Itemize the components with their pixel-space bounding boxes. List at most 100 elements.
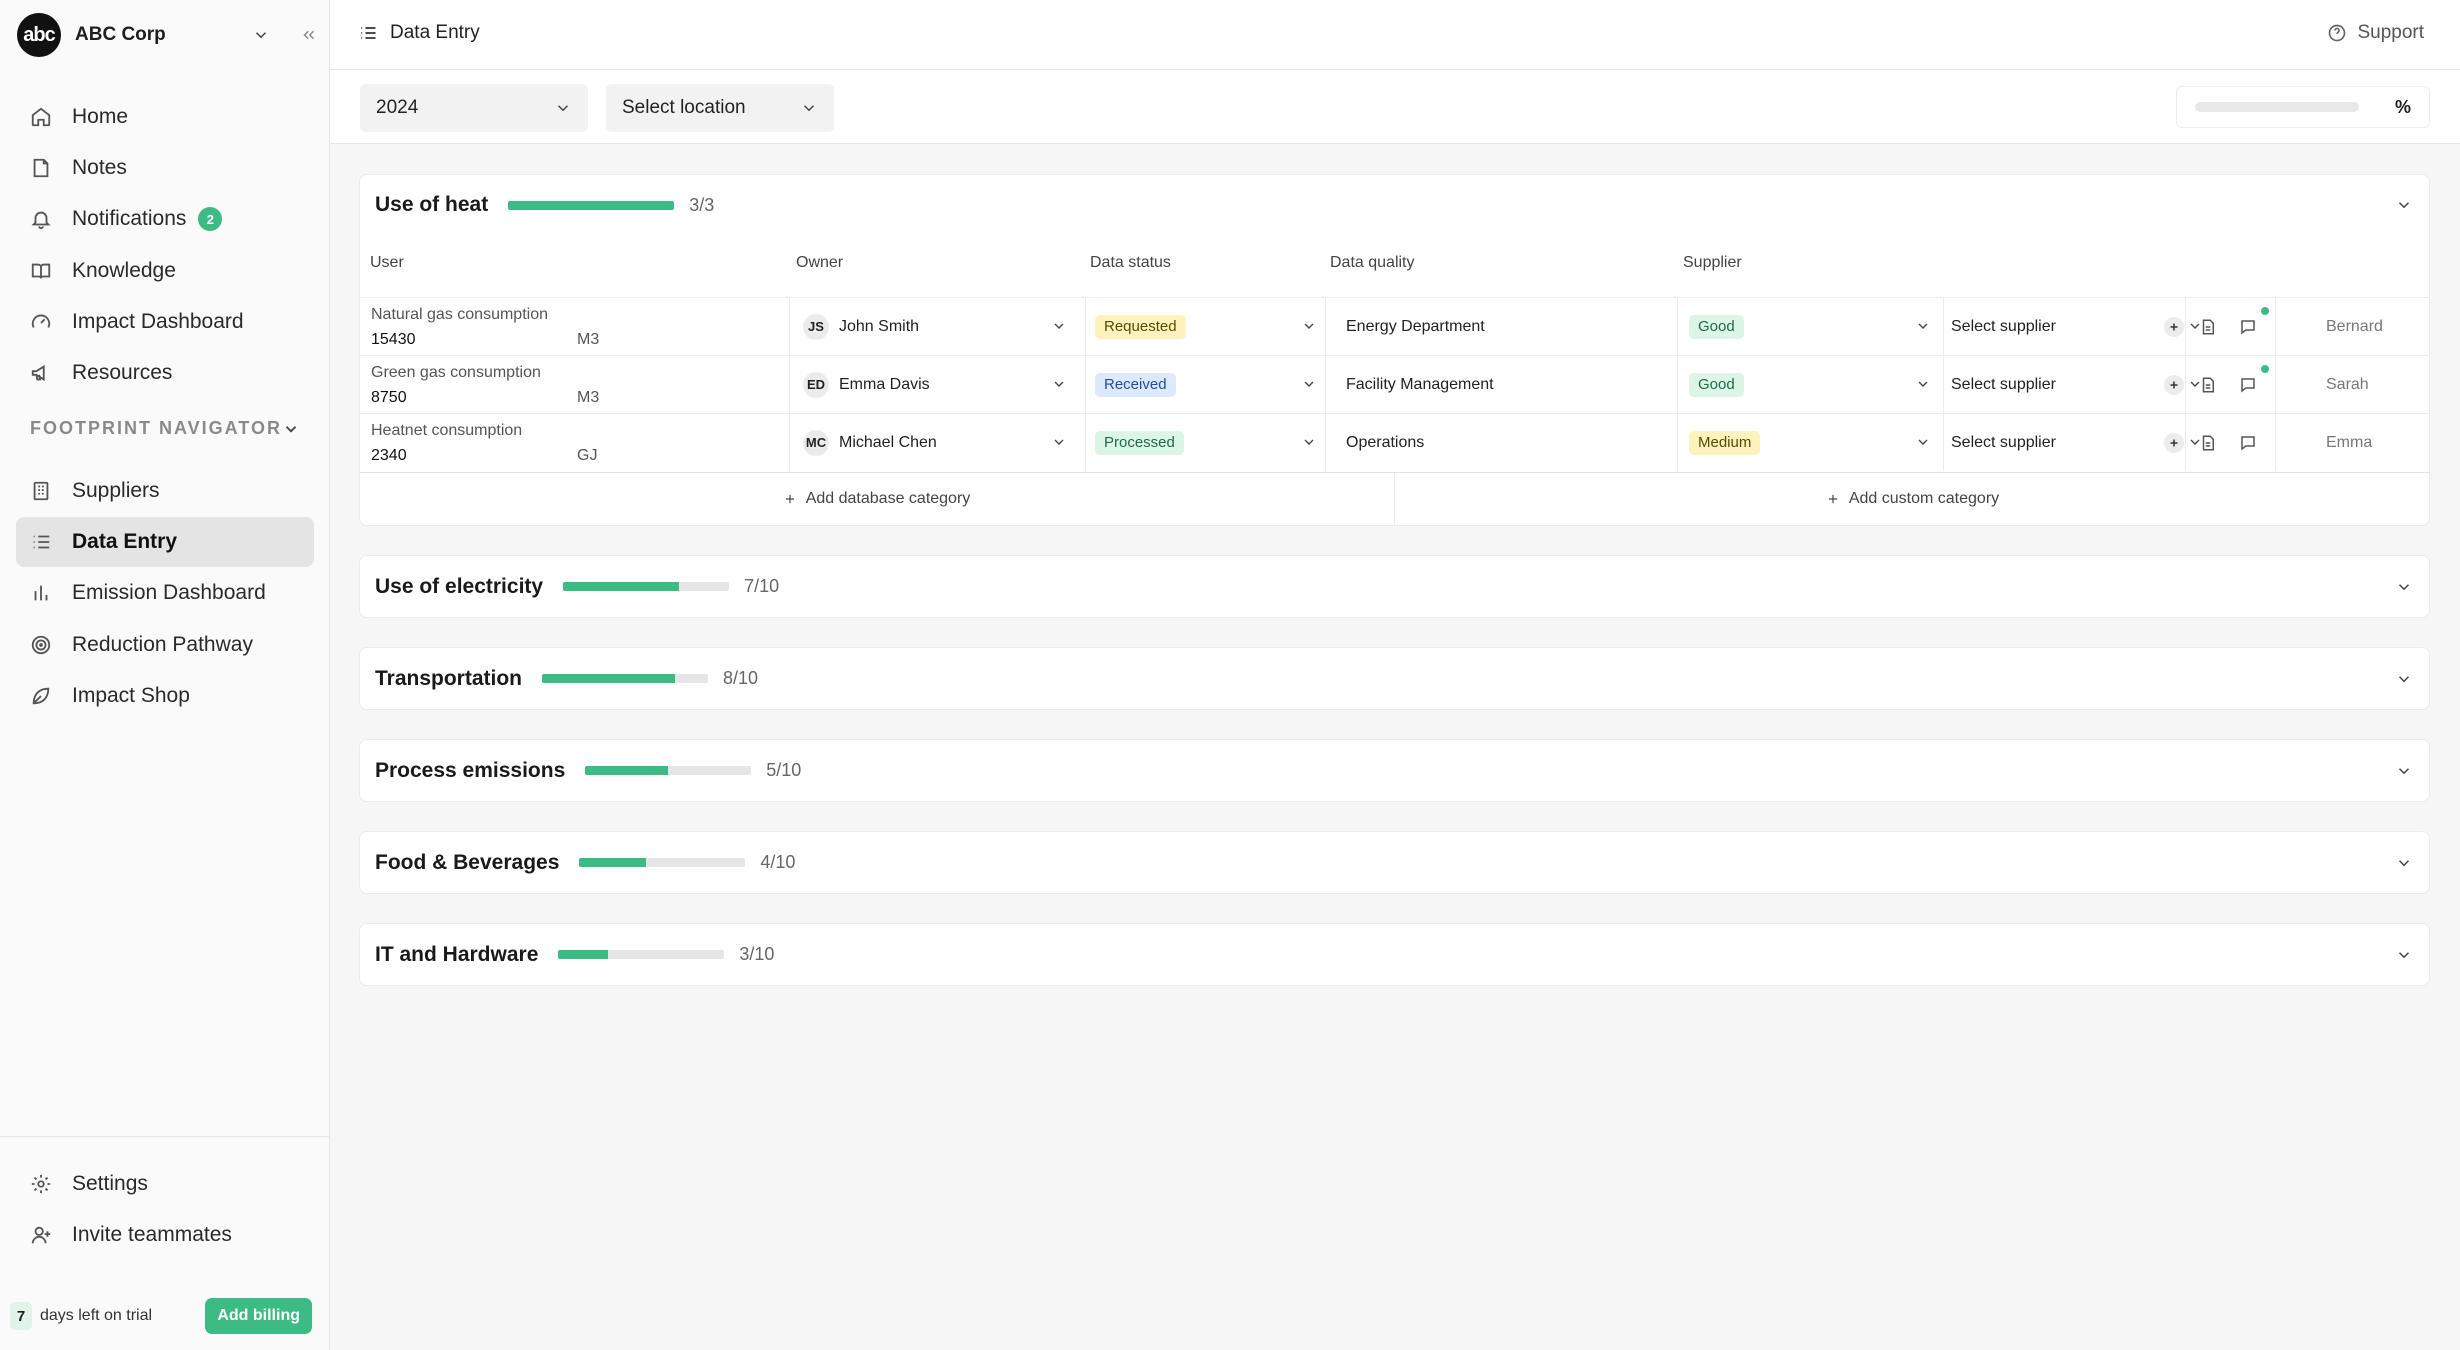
chevron-down-icon	[1304, 381, 1314, 387]
comment-button[interactable]	[2239, 414, 2265, 471]
quality-select[interactable]: Medium	[1689, 414, 1943, 471]
location-select[interactable]: Select location	[606, 84, 834, 132]
nav-label: Reduction Pathway	[72, 633, 253, 656]
chevron-down-icon[interactable]	[2395, 854, 2413, 872]
chevron-down-icon	[285, 425, 297, 433]
row-value[interactable]: 2340	[371, 447, 407, 464]
nav-item-invite-teammates[interactable]: Invite teammates	[16, 1210, 314, 1260]
nav-item-resources[interactable]: Resources	[16, 348, 314, 398]
category-card-food-beverages[interactable]: Food & Beverages 4/10	[359, 831, 2430, 894]
supplier-select[interactable]: Select supplier	[1951, 414, 2215, 471]
avatar: MC	[803, 429, 829, 456]
quality-badge: Good	[1689, 372, 1744, 397]
row-value[interactable]: 8750	[371, 389, 407, 406]
supplier-select[interactable]: Select supplier	[1951, 298, 2215, 355]
department-field[interactable]: Facility Management	[1346, 375, 1494, 393]
nav-item-data-entry[interactable]: Data Entry	[16, 517, 314, 567]
department-field[interactable]: Energy Department	[1346, 317, 1485, 335]
supplier-select[interactable]: Select supplier	[1951, 356, 2215, 413]
add-database-category-button[interactable]: Add database category	[359, 473, 1395, 525]
category-title: Use of heat	[375, 193, 489, 216]
category-progress-fill	[558, 950, 609, 959]
category-card-electricity[interactable]: Use of electricity 7/10	[359, 555, 2430, 618]
section-label: FOOTPRINT NAVIGATOR	[30, 418, 282, 438]
status-select[interactable]: Received	[1095, 356, 1329, 413]
support-link[interactable]: Support	[2327, 22, 2424, 44]
add-supplier-button[interactable]	[2159, 356, 2189, 413]
department-field[interactable]: Operations	[1346, 433, 1425, 451]
document-button[interactable]	[2199, 414, 2225, 471]
nav-label: Impact Dashboard	[72, 310, 244, 333]
row-value[interactable]: 15430	[371, 331, 416, 348]
chevron-down-icon[interactable]	[252, 26, 270, 44]
row-label: Heatnet consumption	[371, 422, 523, 439]
nav-item-notifications[interactable]: Notifications 2	[16, 194, 314, 244]
column-header-user: User	[370, 254, 404, 271]
comment-icon	[2241, 377, 2255, 393]
help-circle-icon	[2329, 24, 2346, 42]
chevron-down-icon[interactable]	[2395, 670, 2413, 688]
category-progress-fill	[563, 582, 680, 591]
row-unit: M3	[577, 331, 600, 348]
category-card-transportation[interactable]: Transportation 8/10	[359, 647, 2430, 710]
comment-button[interactable]	[2239, 298, 2265, 355]
collapse-sidebar-icon[interactable]	[300, 26, 318, 44]
progress-percent: %	[2394, 96, 2411, 117]
nav-item-suppliers[interactable]: Suppliers	[16, 466, 314, 516]
assignee-name: Sarah	[2326, 375, 2369, 393]
nav-item-settings[interactable]: Settings	[16, 1159, 314, 1209]
category-header[interactable]: Use of heat 3/3	[375, 175, 714, 235]
add-custom-category-button[interactable]: Add custom category	[1395, 473, 2430, 525]
category-card-process-emissions[interactable]: Process emissions 5/10	[359, 739, 2430, 802]
add-supplier-button[interactable]	[2159, 298, 2189, 355]
quality-select[interactable]: Good	[1689, 356, 1943, 413]
nav-label: Emission Dashboard	[72, 581, 266, 604]
avatar: ED	[803, 371, 829, 398]
chevron-down-icon	[1918, 439, 1928, 445]
nav-item-notes[interactable]: Notes	[16, 143, 314, 193]
status-select[interactable]: Processed	[1095, 414, 1329, 471]
trial-text: days left on trial	[40, 1307, 153, 1324]
trial-banner: 7 days left on trial Add billing	[10, 1296, 312, 1336]
nav-item-emission-dashboard[interactable]: Emission Dashboard	[16, 568, 314, 618]
year-value: 2024	[376, 97, 419, 118]
nav-item-impact-dashboard[interactable]: Impact Dashboard	[16, 297, 314, 347]
chevron-down-icon[interactable]	[2395, 578, 2413, 596]
comment-button[interactable]	[2239, 356, 2265, 413]
chevron-down-icon[interactable]	[2395, 762, 2413, 780]
category-card-it-hardware[interactable]: IT and Hardware 3/10	[359, 923, 2430, 986]
category-progress-fill	[585, 766, 669, 775]
category-progress-fill	[542, 674, 675, 683]
add-supplier-button[interactable]	[2159, 414, 2189, 471]
add-billing-button[interactable]: Add billing	[205, 1298, 312, 1334]
chevron-down-icon[interactable]	[2395, 196, 2413, 214]
nav-item-reduction-pathway[interactable]: Reduction Pathway	[16, 620, 314, 670]
category-progress-bar	[563, 582, 730, 591]
nav-item-impact-shop[interactable]: Impact Shop	[16, 671, 314, 721]
org-name: ABC Corp	[75, 24, 166, 45]
footprint-navigator-section[interactable]: FOOTPRINT NAVIGATOR	[30, 418, 300, 439]
comment-icon	[2241, 435, 2255, 451]
nav-label: Invite teammates	[72, 1223, 232, 1246]
category-header: Process emissions 5/10	[375, 740, 801, 801]
gauge-icon	[31, 314, 51, 328]
nav-item-knowledge[interactable]: Knowledge	[16, 246, 314, 296]
book-icon	[31, 263, 51, 279]
nav-item-home[interactable]: Home	[16, 92, 314, 142]
document-button[interactable]	[2199, 298, 2225, 355]
owner-select[interactable]: MC Michael Chen	[803, 414, 1079, 471]
category-progress-fill	[508, 200, 675, 210]
quality-select[interactable]: Good	[1689, 298, 1943, 355]
owner-select[interactable]: ED Emma Davis	[803, 356, 1079, 413]
nav-label: Home	[72, 105, 129, 128]
chevron-down-icon	[1304, 323, 1314, 329]
nav-label: Notifications	[72, 207, 187, 230]
chevron-down-icon[interactable]	[2395, 946, 2413, 964]
year-select[interactable]: 2024	[360, 84, 588, 132]
table-row: Heatnet consumption 2340 GJ MC Michael C…	[359, 413, 2430, 471]
owner-select[interactable]: JS John Smith	[803, 298, 1079, 355]
building-icon	[33, 481, 49, 501]
status-select[interactable]: Requested	[1095, 298, 1329, 355]
org-switcher[interactable]: abc ABC Corp	[17, 13, 166, 57]
document-button[interactable]	[2199, 356, 2225, 413]
